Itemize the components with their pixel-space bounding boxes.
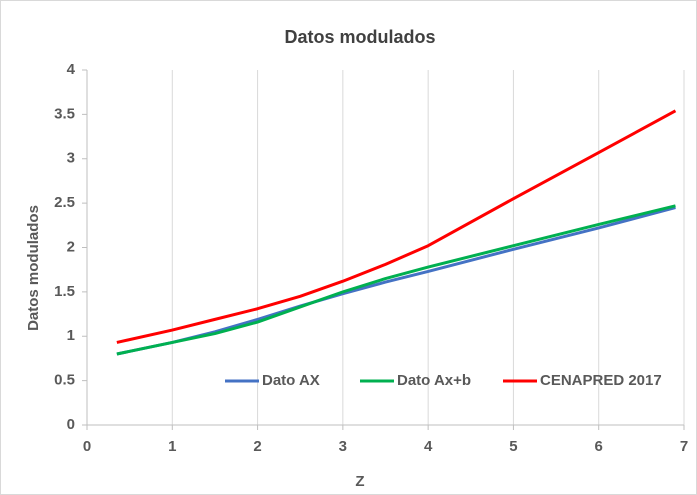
y-tick-label: 2.5 [54,194,75,211]
y-tick-label: 4 [67,61,76,78]
y-tick-label: 3.5 [54,105,75,122]
legend-label: Dato Ax+b [397,372,471,389]
x-tick-label: 2 [253,438,261,455]
x-tick-label: 0 [83,438,91,455]
series-line [116,109,677,344]
legend-label: CENAPRED 2017 [540,372,662,389]
y-tick-label: 0 [67,416,75,433]
x-axis-label: Z [355,473,364,490]
chart-title: Datos modulados [284,27,435,47]
legend-label: Dato AX [262,372,320,389]
series-line [116,204,676,356]
x-tick-label: 1 [168,438,176,455]
y-tick-label: 0.5 [54,372,75,389]
x-tick-label: 7 [680,438,688,455]
x-tick-label: 3 [339,438,347,455]
y-tick-label: 2 [67,238,75,255]
y-tick-label: 3 [67,150,75,167]
y-tick-label: 1 [67,327,75,344]
y-axis-label: Datos modulados [25,205,42,331]
x-tick-label: 4 [424,438,433,455]
y-tick-label: 1.5 [54,283,75,300]
x-tick-label: 5 [509,438,517,455]
x-tick-label: 6 [595,438,603,455]
